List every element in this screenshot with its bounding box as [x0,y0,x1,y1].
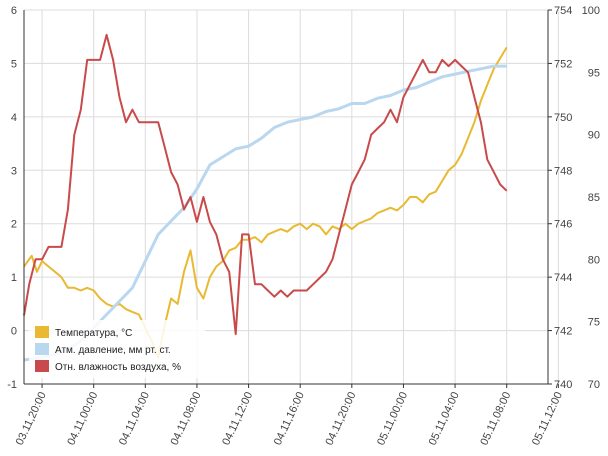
x-tick-label: 04.11,04:00 [117,390,152,447]
left-axis-ticks: -1 0 1 2 3 4 5 6 [7,5,17,391]
pressure-tick-label: 748 [554,165,572,177]
series-line-1 [23,46,508,359]
legend-background [29,320,205,378]
humidity-tick-label: 95 [588,67,600,79]
legend-swatch [35,326,49,338]
x-tick-label: 03.11,20:00 [14,390,49,447]
left-tick-label: 0 [11,326,17,338]
legend-label: Температура, °C [55,328,132,339]
x-axis-ticks: 03.11,20:00 04.11,00:00 04.11,04:00 04.11,0… [14,384,565,447]
pressure-tick-label: 740 [554,379,572,391]
series-line-2 [23,64,507,362]
left-tick-label: 1 [11,272,17,284]
x-tick-label: 04.11,16:00 [272,390,307,447]
x-tick-label: 04.11,00:00 [65,390,100,447]
humidity-tick-label: 70 [588,379,600,391]
legend-label: Отн. влажность воздуха, % [55,362,181,373]
legend-swatch [35,343,49,355]
humidity-tick-label: 90 [588,130,600,142]
pressure-tick-label: 742 [554,326,572,338]
left-tick-label: 5 [11,58,17,70]
pressure-tick-label: 746 [554,219,572,231]
left-tick-label: 2 [11,219,17,231]
left-tick-label: -1 [7,379,17,391]
left-tick-label: 4 [11,112,17,124]
axes [23,10,549,385]
humidity-tick-label: 85 [588,192,600,204]
x-tick-label: 04.11,20:00 [323,390,358,447]
series-lines [23,33,508,362]
humidity-tick-label: 75 [588,317,600,329]
x-tick-label: 05.11,04:00 [427,390,462,447]
left-tick-label: 6 [11,5,17,17]
pressure-tick-label: 752 [554,58,572,70]
humidity-tick-label: 100 [582,5,600,17]
legend-swatch [35,360,49,372]
right-pressure-axis-ticks: 740 742 744 746 748 750 752 754 [548,5,572,391]
pressure-tick-label: 744 [554,272,572,284]
left-tick-label: 3 [11,165,17,177]
x-tick-label: 04.11,12:00 [220,390,255,447]
humidity-tick-label: 80 [588,254,600,266]
series-line-3 [23,33,508,336]
legend-label: Атм. давление, мм рт. ст. [55,345,171,356]
x-tick-label: 05.11,08:00 [478,390,513,447]
pressure-tick-label: 754 [554,5,572,17]
x-tick-label: 04.11,08:00 [169,390,204,447]
x-tick-label: 05.11,12:00 [530,390,565,447]
right-humidity-axis-ticks: 70 75 80 85 90 95 100 [582,5,600,391]
pressure-tick-label: 750 [554,112,572,124]
grid-lines [24,9,559,385]
x-tick-label: 05.11,00:00 [375,390,410,447]
legend: Температура, °C Атм. давление, мм рт. ст.… [29,320,205,378]
